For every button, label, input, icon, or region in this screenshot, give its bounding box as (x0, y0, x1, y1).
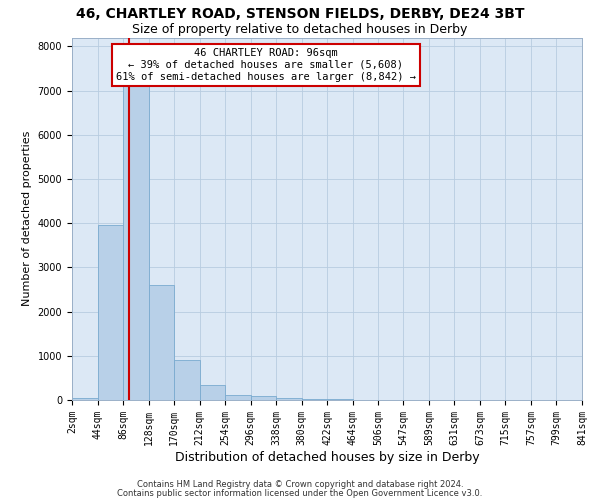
Bar (276, 398, 302, 400)
Text: Contains public sector information licensed under the Open Government Licence v3: Contains public sector information licen… (118, 488, 482, 498)
Bar (328, 399, 353, 400)
Text: 46 CHARTLEY ROAD: 96sqm
← 39% of detached houses are smaller (5,608)
61% of semi: 46 CHARTLEY ROAD: 96sqm ← 39% of detache… (116, 48, 416, 82)
Text: Contains HM Land Registry data © Crown copyright and database right 2024.: Contains HM Land Registry data © Crown c… (137, 480, 463, 489)
Bar (72, 398, 98, 400)
Bar (225, 394, 251, 400)
X-axis label: Distribution of detached houses by size in Derby: Distribution of detached houses by size … (175, 450, 479, 464)
Bar (174, 360, 200, 400)
Bar (98, 226, 123, 400)
Y-axis label: Number of detached properties: Number of detached properties (22, 131, 32, 306)
Bar (149, 285, 174, 400)
Text: Size of property relative to detached houses in Derby: Size of property relative to detached ho… (133, 22, 467, 36)
Bar (200, 384, 225, 400)
Text: 46, CHARTLEY ROAD, STENSON FIELDS, DERBY, DE24 3BT: 46, CHARTLEY ROAD, STENSON FIELDS, DERBY… (76, 8, 524, 22)
Bar (251, 396, 276, 400)
Bar (123, 68, 149, 400)
Bar (302, 398, 328, 400)
